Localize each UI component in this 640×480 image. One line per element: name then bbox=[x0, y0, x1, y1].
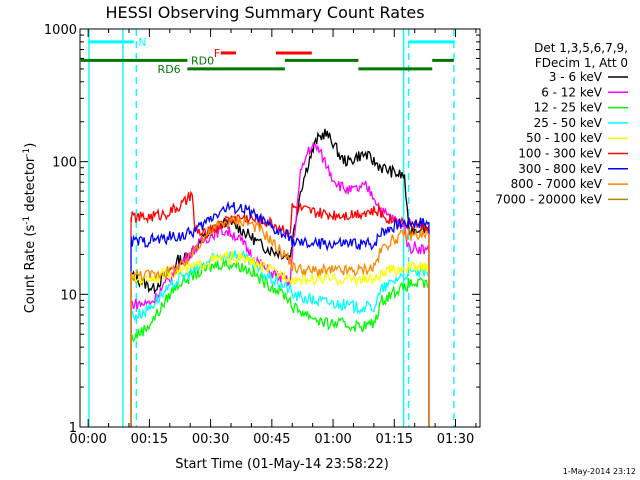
y-axis-label-sup2: -1 bbox=[22, 148, 32, 157]
x-axis-label: Start Time (01-May-14 23:58:22) bbox=[175, 457, 389, 472]
legend-entry-8: 800 - 7000 keV bbox=[511, 177, 603, 191]
flag-label-2: F bbox=[214, 47, 220, 60]
vertical-markers bbox=[88, 29, 455, 427]
x-tick-label-5: 01:00 bbox=[314, 432, 351, 447]
series-line-3 bbox=[130, 258, 430, 343]
timestamp-footnote: 1-May-2014 23:12 bbox=[563, 467, 636, 476]
y-axis-label-main: Count Rate (s bbox=[23, 225, 38, 314]
legend-entry-6: 100 - 300 keV bbox=[518, 147, 602, 161]
y-axis-label-end: ) bbox=[23, 143, 38, 148]
legend-entry-1: 3 - 6 keV bbox=[549, 70, 603, 84]
x-tick-label-7: 01:30 bbox=[437, 432, 474, 447]
x-tick-label-2: 00:15 bbox=[131, 432, 168, 447]
series-line-4 bbox=[130, 249, 430, 322]
y-axis-label: Count Rate (s-1 detector-1) bbox=[22, 143, 38, 314]
plot-frame bbox=[79, 28, 481, 428]
legend-entry-4: 25 - 50 keV bbox=[534, 116, 603, 130]
svg-text:Count Rate (s-1 detector-1): Count Rate (s-1 detector-1) bbox=[22, 143, 38, 314]
series-line-6 bbox=[130, 190, 430, 239]
y-tick-label-4: 1000 bbox=[44, 23, 77, 38]
legend-entry-9: 7000 - 20000 keV bbox=[495, 192, 602, 206]
y-axis-label-sup1: -1 bbox=[22, 216, 32, 225]
y-axis-label-mid: detector bbox=[23, 156, 38, 216]
legend-entry-2: 6 - 12 keV bbox=[541, 85, 603, 99]
chart-title: HESSI Observing Summary Count Rates bbox=[105, 3, 424, 22]
legend-entry-7: 300 - 800 keV bbox=[518, 162, 602, 176]
legend: Det 1,3,5,6,7,9,FDecim 1, Att 03 - 6 keV… bbox=[495, 41, 628, 206]
legend-header-2: FDecim 1, Att 0 bbox=[535, 56, 628, 70]
legend-entry-5: 50 - 100 keV bbox=[526, 131, 603, 145]
axes: 00:00 00:15 00:30 00:45 01:00 01:15 01:30 1 10 10… bbox=[44, 23, 481, 447]
flag-label-1: N bbox=[138, 36, 146, 49]
x-tick-label-6: 01:15 bbox=[376, 432, 413, 447]
series-line-8 bbox=[130, 215, 430, 282]
y-tick-label-2: 10 bbox=[60, 288, 77, 303]
x-tick-label-3: 00:30 bbox=[192, 432, 229, 447]
x-tick-label-4: 00:45 bbox=[253, 432, 290, 447]
flag-label-3: RD0 bbox=[191, 54, 214, 67]
y-tick-label-1: 1 bbox=[69, 421, 77, 436]
legend-header-1: Det 1,3,5,6,7,9, bbox=[534, 41, 628, 55]
x-tick-label-1: 00:00 bbox=[69, 432, 106, 447]
series-line-7 bbox=[130, 200, 430, 252]
series-line-1 bbox=[130, 128, 430, 295]
y-tick-label-3: 100 bbox=[52, 156, 77, 171]
legend-entry-3: 12 - 25 keV bbox=[534, 101, 603, 115]
series-group bbox=[130, 128, 430, 427]
series-line-5 bbox=[130, 250, 430, 288]
flag-label-4: RD6 bbox=[158, 63, 181, 76]
